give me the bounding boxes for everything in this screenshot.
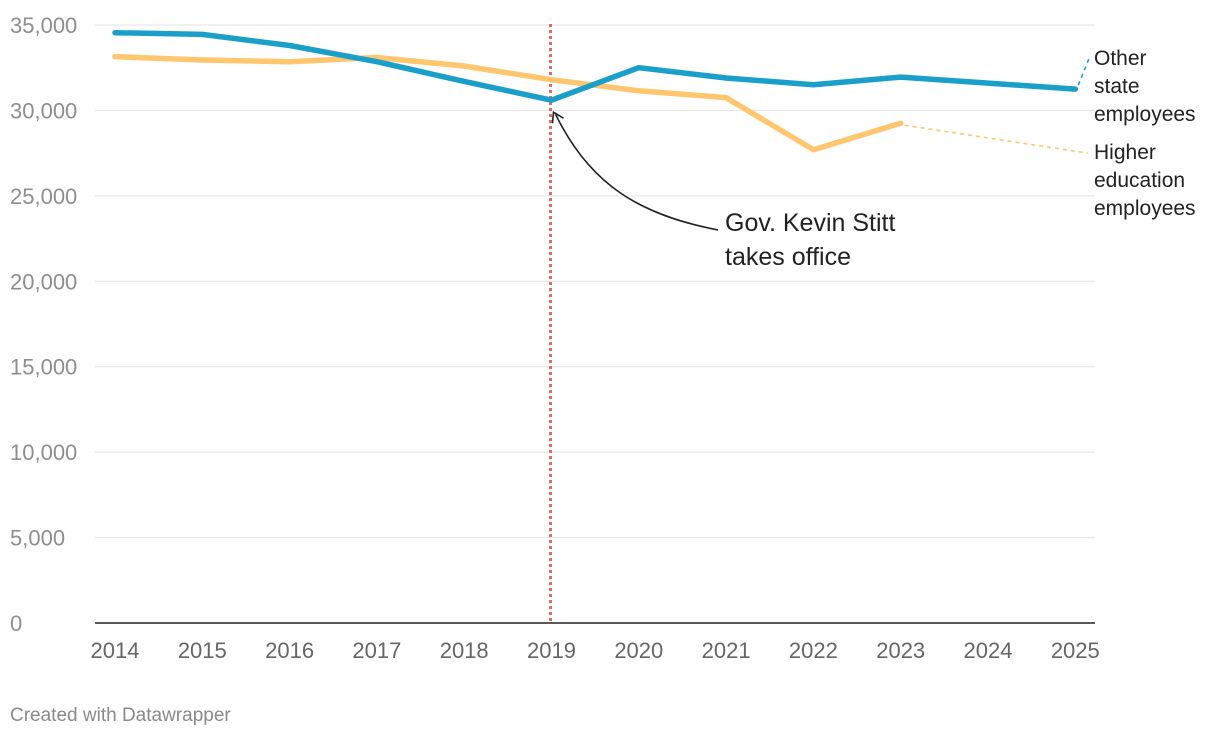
label-connector-other-state-employees	[1077, 55, 1091, 86]
x-tick-label: 2014	[91, 638, 140, 663]
x-tick-label: 2017	[352, 638, 401, 663]
x-tick-label: 2022	[789, 638, 838, 663]
x-tick-label: 2016	[265, 638, 314, 663]
y-tick-label: 35,000	[10, 13, 77, 38]
y-tick-label: 10,000	[10, 440, 77, 465]
y-tick-label: 5,000	[10, 526, 65, 551]
series-label-other-state-employees: Other	[1094, 47, 1147, 70]
series-lines	[112, 29, 1079, 153]
series-line-other-state-employees	[112, 29, 1079, 103]
x-tick-label: 2025	[1051, 638, 1100, 663]
y-tick-label: 0	[10, 611, 22, 636]
annotation-text: takes office	[725, 243, 851, 271]
series-label-higher-education-employees: employees	[1094, 197, 1196, 220]
annotation-arrow	[554, 113, 719, 231]
series-label-other-state-employees: employees	[1094, 103, 1196, 126]
projection-line-higher-education-employees	[904, 124, 1089, 154]
line-chart: 0 5,000 10,000 15,000 20,000 25,000 30,000 35,0…	[10, 13, 1196, 663]
y-axis-tick-labels: 0 5,000 10,000 15,000 20,000 25,000 30,000 35,0…	[10, 13, 77, 636]
annotation-arrowhead	[551, 110, 564, 124]
y-tick-label: 25,000	[10, 184, 77, 209]
series-label-higher-education-employees: Higher	[1094, 141, 1156, 164]
x-axis-tick-labels: 2014 2015 2016 2017 2018 2019 2020 2021 2022 2023…	[91, 638, 1100, 663]
y-tick-label: 15,000	[10, 355, 77, 380]
annotation-group: Gov. Kevin Stitt takes office	[551, 110, 895, 271]
x-tick-label: 2020	[614, 638, 663, 663]
series-label-higher-education-employees: education	[1094, 169, 1185, 192]
series-line-higher-education-employees	[112, 53, 904, 153]
x-tick-label: 2021	[702, 638, 751, 663]
series-labels: Other state employees Higher education employ…	[1094, 47, 1196, 220]
annotation-text: Gov. Kevin Stitt	[725, 209, 895, 237]
x-tick-label: 2015	[178, 638, 227, 663]
gridlines	[95, 24, 1095, 624]
x-tick-label: 2024	[964, 638, 1013, 663]
series-label-other-state-employees: state	[1094, 75, 1140, 98]
chart-credit: Created with Datawrapper	[10, 705, 231, 726]
x-tick-label: 2023	[876, 638, 925, 663]
y-tick-label: 20,000	[10, 269, 77, 294]
projection-lines	[904, 55, 1091, 154]
x-tick-label: 2019	[527, 638, 576, 663]
y-tick-label: 30,000	[10, 98, 77, 123]
x-tick-label: 2018	[440, 638, 489, 663]
